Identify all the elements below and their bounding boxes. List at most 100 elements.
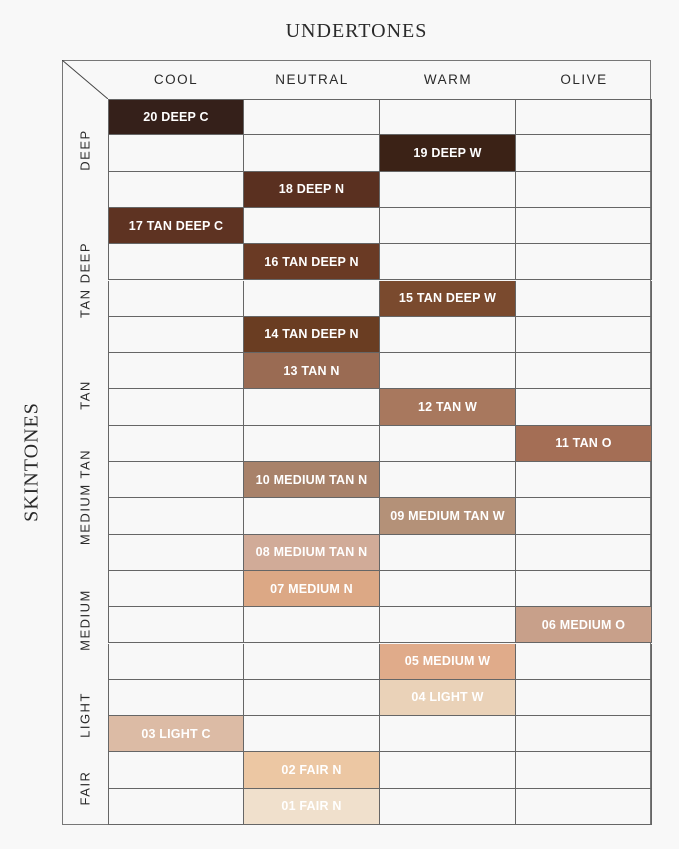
grid-cell [108, 607, 244, 644]
grid-cell [244, 716, 380, 753]
grid-cell [380, 462, 516, 499]
shade-cell: 05 MEDIUM W [380, 643, 516, 680]
grid-cell [516, 570, 652, 608]
skintone-label: FAIR [77, 770, 93, 806]
shade-cell: 16 TAN DEEP N [244, 244, 380, 281]
grid-cell [380, 316, 516, 354]
grid-cell [108, 353, 244, 390]
shade-cell: 20 DEEP C [108, 99, 244, 136]
shade-cell: 13 TAN N [244, 353, 380, 390]
grid-cell [244, 498, 380, 535]
grid-cell [516, 316, 652, 354]
shade-label: 09 MEDIUM TAN W [390, 508, 505, 523]
grid-cell [108, 316, 244, 354]
shade-cell: 01 FAIR N [244, 788, 380, 825]
grid-cell [108, 425, 244, 462]
shade-label: 11 TAN O [555, 436, 612, 451]
shade-label: 01 FAIR N [281, 799, 342, 814]
shade-label: 05 MEDIUM W [404, 654, 491, 669]
skintones-title: SKINTONES [20, 402, 43, 522]
grid-cell [380, 353, 516, 390]
grid-cell [516, 280, 652, 317]
shade-cell: 03 LIGHT C [108, 716, 244, 753]
grid-cell [380, 425, 516, 462]
grid-cell [108, 788, 244, 825]
shade-cell: 12 TAN W [380, 389, 516, 426]
grid-cell [380, 752, 516, 789]
grid-cell [516, 679, 652, 717]
skintone-label: TAN DEEP [77, 241, 93, 319]
grid-cell [244, 607, 380, 644]
grid-cell [380, 207, 516, 245]
shade-label: 06 MEDIUM O [541, 617, 626, 632]
grid-cell [244, 389, 380, 426]
skintone-label: MEDIUM [77, 589, 93, 651]
corner-diagonal [62, 60, 108, 99]
column-header-warm: WARM [423, 72, 473, 87]
shade-label: 02 FAIR N [281, 763, 342, 778]
shade-cell: 08 MEDIUM TAN N [244, 534, 380, 571]
grid-cell [380, 607, 516, 644]
shade-label: 03 LIGHT C [141, 726, 211, 741]
grid-cell [108, 498, 244, 535]
shade-cell: 10 MEDIUM TAN N [244, 462, 380, 499]
shade-cell: 17 TAN DEEP C [108, 207, 244, 245]
column-header-neutral: NEUTRAL [275, 72, 349, 87]
grid-cell [380, 99, 516, 136]
grid-cell [380, 534, 516, 571]
grid-cell [516, 99, 652, 136]
shade-cell: 11 TAN O [516, 425, 652, 462]
shade-label: 17 TAN DEEP C [128, 218, 224, 233]
skintone-label: LIGHT [77, 692, 93, 738]
shade-cell: 06 MEDIUM O [516, 607, 652, 644]
grid-cell [244, 280, 380, 317]
grid-cell [108, 280, 244, 317]
shade-cell: 19 DEEP W [380, 135, 516, 172]
shade-cell: 02 FAIR N [244, 752, 380, 789]
shade-label: 04 LIGHT W [411, 690, 484, 705]
skintone-label: TAN [77, 380, 93, 410]
shade-cell: 14 TAN DEEP N [244, 316, 380, 354]
grid-cell [244, 99, 380, 136]
grid-cell [108, 389, 244, 426]
grid-cell [516, 171, 652, 208]
shade-label: 15 TAN DEEP W [398, 291, 497, 306]
grid-cell [108, 462, 244, 499]
grid-cell [380, 171, 516, 208]
grid-cell [516, 643, 652, 680]
grid-cell [516, 135, 652, 172]
shade-label: 13 TAN N [283, 363, 340, 378]
grid-cell [516, 788, 652, 825]
shade-label: 10 MEDIUM TAN N [255, 472, 368, 487]
grid-cell [516, 534, 652, 571]
grid-cell [244, 643, 380, 680]
grid-cell [244, 679, 380, 717]
grid-cell [516, 462, 652, 499]
grid-cell [108, 534, 244, 571]
grid-cell [516, 244, 652, 281]
grid-cell [516, 353, 652, 390]
grid-cell [380, 244, 516, 281]
shade-label: 20 DEEP C [143, 110, 209, 125]
grid-cell [516, 207, 652, 245]
shade-cell: 15 TAN DEEP W [380, 280, 516, 317]
grid-cell [244, 425, 380, 462]
grid-cell [108, 135, 244, 172]
shade-label: 08 MEDIUM TAN N [255, 545, 368, 560]
shade-label: 14 TAN DEEP N [264, 327, 359, 342]
grid-cell [380, 570, 516, 608]
shade-cell: 18 DEEP N [244, 171, 380, 208]
grid-cell [380, 788, 516, 825]
grid-cell [108, 679, 244, 717]
grid-cell [516, 498, 652, 535]
shade-cell: 07 MEDIUM N [244, 570, 380, 608]
grid-cell [516, 716, 652, 753]
grid-cell [108, 752, 244, 789]
shade-label: 07 MEDIUM N [270, 581, 353, 596]
grid-cell [516, 752, 652, 789]
grid-cell [380, 716, 516, 753]
grid-cell [108, 570, 244, 608]
grid-cell [244, 135, 380, 172]
column-header-olive: OLIVE [560, 72, 608, 87]
column-header-cool: COOL [153, 72, 199, 87]
